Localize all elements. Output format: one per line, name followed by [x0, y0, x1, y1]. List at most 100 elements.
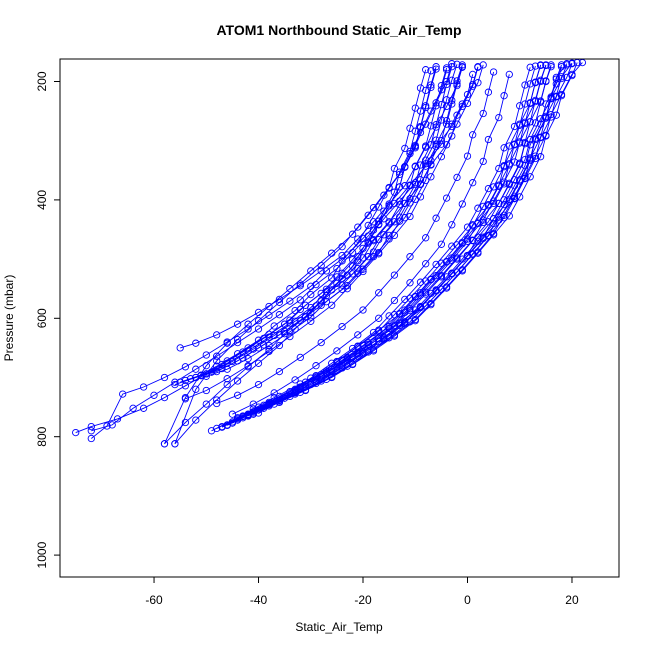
y-tick-label: 200	[35, 71, 49, 91]
data-point	[479, 202, 487, 211]
data-point	[380, 191, 388, 199]
data-point	[442, 141, 451, 149]
x-axis-label: Static_Air_Temp	[295, 620, 383, 634]
data-point	[364, 221, 372, 230]
data-point	[265, 311, 273, 319]
data-point	[354, 235, 362, 243]
data-point	[432, 272, 440, 280]
data-point	[390, 231, 399, 240]
data-point	[536, 153, 545, 161]
data-point	[369, 218, 378, 226]
profile-line	[232, 66, 552, 424]
data-point	[510, 194, 519, 202]
data-point	[442, 102, 451, 111]
data-point	[197, 372, 205, 380]
data-point	[265, 398, 273, 407]
profile-series-14	[223, 61, 550, 430]
data-point	[354, 253, 362, 261]
data-point	[469, 250, 477, 258]
data-point	[348, 270, 357, 278]
data-point	[469, 70, 477, 79]
data-point	[526, 154, 534, 162]
data-point	[401, 306, 409, 314]
data-point	[432, 260, 440, 269]
data-point	[437, 140, 446, 148]
data-point	[338, 322, 346, 331]
data-point	[202, 372, 210, 380]
data-point	[469, 221, 477, 229]
data-point	[244, 354, 252, 363]
data-point	[432, 123, 440, 131]
data-point	[223, 357, 231, 365]
data-point	[411, 141, 419, 150]
data-point	[223, 339, 231, 347]
profile-line	[242, 64, 568, 419]
data-point	[437, 285, 446, 293]
data-point	[448, 132, 456, 140]
data-point	[469, 131, 477, 139]
data-point	[202, 370, 210, 378]
data-point	[484, 88, 493, 96]
data-point	[516, 102, 524, 110]
data-point	[495, 199, 503, 208]
data-point	[218, 423, 226, 431]
data-point	[453, 241, 461, 249]
profile-line	[227, 65, 547, 426]
data-point	[181, 376, 190, 385]
data-point	[113, 415, 122, 423]
profile-series-30	[171, 60, 456, 448]
data-point	[348, 360, 357, 368]
profile-line	[174, 69, 427, 386]
data-point	[181, 382, 190, 390]
profile-line	[190, 66, 453, 380]
data-point	[505, 160, 513, 168]
data-point	[521, 81, 529, 89]
data-point	[453, 173, 461, 182]
profile-series-2	[233, 63, 566, 424]
data-point	[333, 357, 341, 366]
data-point	[505, 212, 513, 220]
profile-series-13	[239, 60, 571, 421]
data-point	[265, 341, 273, 350]
profile-series-5	[218, 61, 545, 431]
data-point	[427, 81, 435, 89]
data-point	[218, 364, 226, 373]
data-point	[406, 195, 414, 203]
y-tick-label: 600	[35, 308, 49, 328]
profile-series-1	[228, 63, 555, 427]
data-point	[385, 200, 393, 208]
data-point	[87, 427, 95, 435]
data-point	[390, 271, 399, 279]
data-point	[432, 63, 440, 71]
data-point	[317, 267, 325, 275]
data-point	[526, 80, 534, 88]
data-point	[317, 375, 325, 383]
data-point	[364, 340, 372, 348]
data-point	[406, 253, 414, 261]
data-point	[270, 389, 278, 397]
profile-line	[221, 64, 542, 428]
data-point	[380, 231, 388, 239]
data-point	[139, 404, 148, 412]
data-point	[375, 289, 383, 297]
data-point	[437, 240, 446, 248]
data-point	[171, 378, 179, 386]
data-point	[521, 155, 529, 164]
data-point	[87, 422, 95, 431]
data-point	[542, 112, 550, 121]
data-point	[411, 293, 419, 301]
data-point	[87, 434, 95, 443]
profile-line	[232, 74, 510, 415]
data-point	[322, 267, 331, 275]
data-point	[422, 162, 430, 170]
profile-line	[180, 67, 463, 349]
data-point	[354, 342, 362, 350]
data-point	[422, 277, 430, 285]
x-tick-label: -60	[145, 593, 163, 607]
data-point	[275, 311, 284, 319]
data-point	[223, 380, 231, 389]
data-point	[307, 308, 315, 317]
data-point	[233, 391, 242, 399]
data-point	[448, 221, 456, 229]
data-point	[380, 215, 388, 223]
